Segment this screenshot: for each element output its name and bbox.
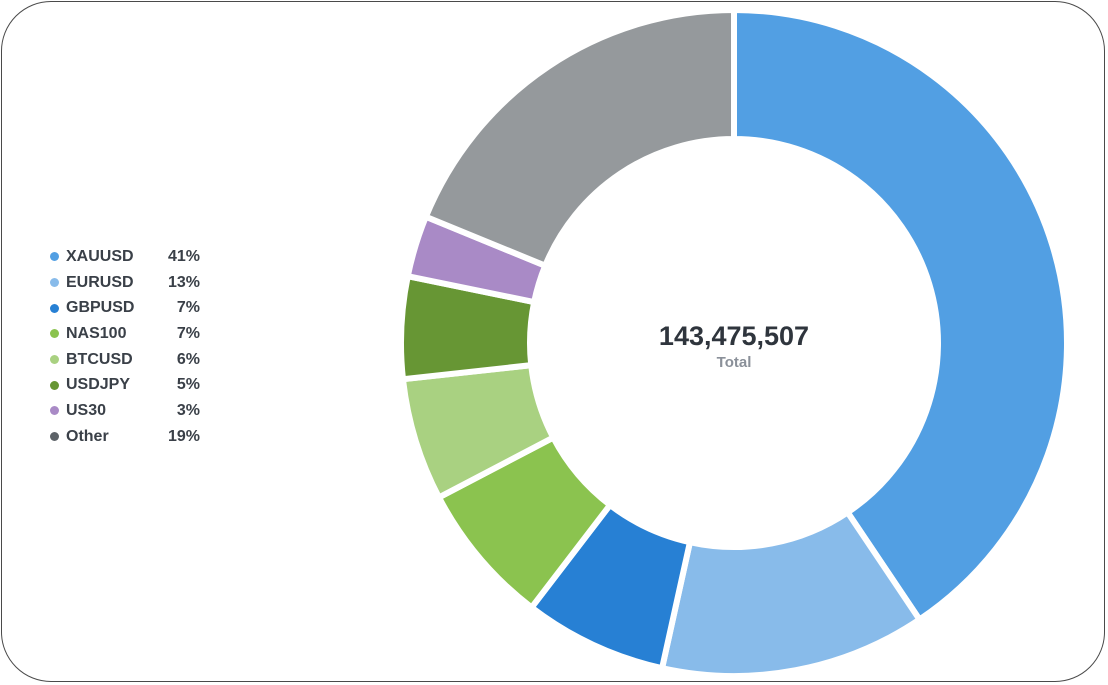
legend-label: EURUSD [66,273,134,291]
legend-item-xauusd[interactable]: XAUUSD 41% [50,244,200,270]
legend-value: 3% [176,401,200,419]
legend-item-nas100[interactable]: NAS100 7% [50,321,200,347]
total-label: Total [717,354,752,371]
legend-value: 19% [167,427,200,445]
legend-label: USDJPY [66,376,131,394]
legend-dot-icon [50,432,59,442]
legend-label: BTCUSD [66,350,133,368]
legend-dot-icon [50,406,59,416]
legend-value: 13% [167,273,200,291]
legend-item-other[interactable]: Other 19% [50,424,200,450]
legend-value: 7% [176,299,200,317]
legend-item-btcusd[interactable]: BTCUSD 6% [50,347,200,373]
legend-label: Other [66,427,109,445]
legend-item-eurusd[interactable]: EURUSD 13% [50,270,200,296]
legend-value: 5% [176,376,200,394]
legend-label: US30 [66,401,107,419]
legend-dot-icon [50,278,59,288]
legend-item-usdjpy[interactable]: USDJPY 5% [50,372,200,398]
legend-item-us30[interactable]: US30 3% [50,398,200,424]
donut-slice-xauusd[interactable] [731,6,1070,624]
legend-value: 41% [167,247,200,265]
chart-legend: XAUUSD 41% EURUSD 13% GBPUSD 7% NAS100 7% BTCUSD… [50,244,200,450]
legend-dot-icon [50,329,59,339]
legend-label: GBPUSD [66,299,135,317]
legend-label: NAS100 [66,324,127,342]
legend-dot-icon [50,355,59,365]
legend-value: 7% [176,324,200,342]
total-value: 143,475,507 [659,321,809,351]
legend-dot-icon [50,303,59,313]
legend-value: 6% [176,350,200,368]
legend-item-gbpusd[interactable]: GBPUSD 7% [50,295,200,321]
legend-dot-icon [50,380,59,390]
legend-label: XAUUSD [66,247,134,265]
legend-dot-icon [50,252,59,262]
donut-slice-other[interactable] [421,6,737,270]
